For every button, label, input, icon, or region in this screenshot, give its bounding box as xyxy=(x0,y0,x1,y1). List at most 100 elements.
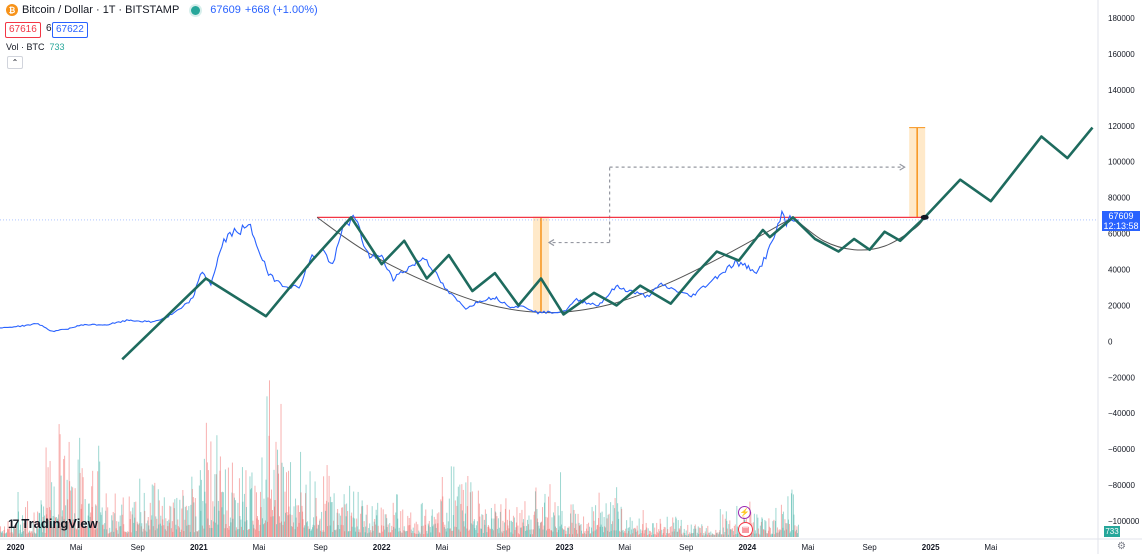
volume-bar xyxy=(25,527,27,537)
volume-bar xyxy=(146,531,148,537)
volume-bar xyxy=(96,528,98,537)
volume-bar xyxy=(152,526,154,537)
volume-bar xyxy=(611,524,613,537)
volume-bar xyxy=(346,503,348,537)
y-tick-label: 60000 xyxy=(1108,230,1131,239)
volume-bar xyxy=(302,511,304,537)
volume-bar xyxy=(48,519,50,537)
volume-bar xyxy=(561,524,563,537)
volume-bar xyxy=(634,527,636,537)
volume-bar xyxy=(322,530,324,537)
bid-price-button[interactable]: 67616 xyxy=(5,22,41,38)
volume-bar xyxy=(736,526,738,537)
volume-bar xyxy=(462,489,464,537)
volume-bar xyxy=(456,505,458,537)
chevron-up-icon[interactable]: ⌃ xyxy=(7,56,23,69)
symbol-title[interactable]: Bitcoin / Dollar · 1T · BITSTAMP xyxy=(22,4,180,16)
volume-bar xyxy=(185,505,187,537)
volume-bar xyxy=(417,533,419,537)
volume-bar xyxy=(787,519,789,537)
volume-bar xyxy=(559,526,561,537)
volume-bar xyxy=(396,494,398,537)
volume-bar xyxy=(682,535,684,537)
volume-bar xyxy=(502,520,504,537)
volume-bar xyxy=(207,470,209,537)
volume-bar xyxy=(189,531,191,537)
volume-bar xyxy=(759,534,761,537)
volume-bar xyxy=(584,530,586,537)
volume-bar xyxy=(228,526,230,537)
volume-bar xyxy=(233,497,235,537)
volume-bar xyxy=(268,435,270,537)
volume-bar xyxy=(528,515,530,537)
volume-bar xyxy=(290,462,292,537)
volume-legend[interactable]: Vol · BTC 733 xyxy=(6,42,65,52)
volume-bar xyxy=(534,491,536,537)
volume-bar xyxy=(191,476,193,537)
volume-bar xyxy=(219,470,221,537)
volume-bar xyxy=(403,526,405,537)
volume-bar xyxy=(456,496,458,537)
market-open-icon xyxy=(191,5,201,15)
volume-bar xyxy=(316,528,318,537)
volume-bar xyxy=(157,489,159,537)
x-tick-label: 2025 xyxy=(922,543,940,552)
settings-icon[interactable]: ⚙ xyxy=(1117,541,1126,552)
volume-bar xyxy=(326,465,328,537)
symbol-header[interactable]: ₿ Bitcoin / Dollar · 1T · BITSTAMP 67609… xyxy=(6,4,318,16)
y-tick-label: −100000 xyxy=(1108,517,1140,526)
volume-bar xyxy=(281,462,283,537)
volume-bar xyxy=(193,532,195,537)
volume-bar xyxy=(123,531,125,537)
volume-bar xyxy=(481,514,483,537)
volume-bar xyxy=(496,516,498,537)
volume-bar xyxy=(161,525,163,537)
volume-bar xyxy=(78,529,80,537)
volume-bar xyxy=(792,494,794,537)
volume-bar xyxy=(131,514,133,537)
volume-bar xyxy=(365,526,367,537)
volume-bar xyxy=(702,535,704,537)
volume-bar xyxy=(753,513,755,537)
volume-bar xyxy=(500,504,502,537)
volume-bar xyxy=(709,535,711,537)
volume-bar xyxy=(92,470,94,537)
volume-bar xyxy=(321,531,323,537)
volume-bar xyxy=(764,530,766,537)
volume-bar xyxy=(656,522,658,537)
volume-bar xyxy=(338,513,340,537)
volume-bar xyxy=(275,441,277,537)
volume-bar xyxy=(147,516,149,537)
volume-bar xyxy=(284,491,286,537)
volume-bar xyxy=(187,524,189,537)
volume-bar xyxy=(42,516,44,537)
volume-bar xyxy=(378,532,380,537)
volume-bar xyxy=(238,478,240,537)
volume-bar xyxy=(180,529,182,537)
volume-bar xyxy=(230,522,232,537)
volume-bar xyxy=(109,527,111,537)
x-tick-label: 2024 xyxy=(738,543,756,552)
volume-bar xyxy=(503,530,505,537)
volume-bar xyxy=(797,524,799,537)
tradingview-logo[interactable]: 17 TradingView xyxy=(8,516,98,531)
volume-bar xyxy=(278,473,280,537)
ask-price-button[interactable]: 67622 xyxy=(52,22,88,38)
volume-bar xyxy=(265,479,267,537)
volume-bar xyxy=(602,526,604,537)
volume-bar xyxy=(10,521,12,537)
volume-bar xyxy=(693,528,695,537)
volume-bar xyxy=(698,527,700,537)
volume-bar xyxy=(635,531,637,537)
volume-bar xyxy=(70,490,72,537)
lightning-event-icon[interactable]: ⚡ xyxy=(738,506,751,519)
volume-bar xyxy=(647,535,649,537)
volume-bar xyxy=(123,524,125,537)
volume-bar xyxy=(408,517,410,537)
volume-bar xyxy=(519,513,521,537)
volume-bar xyxy=(205,503,207,537)
volume-bar xyxy=(442,522,444,537)
us-flag-event-icon[interactable]: ▤ xyxy=(738,522,753,537)
volume-bar xyxy=(248,528,250,537)
